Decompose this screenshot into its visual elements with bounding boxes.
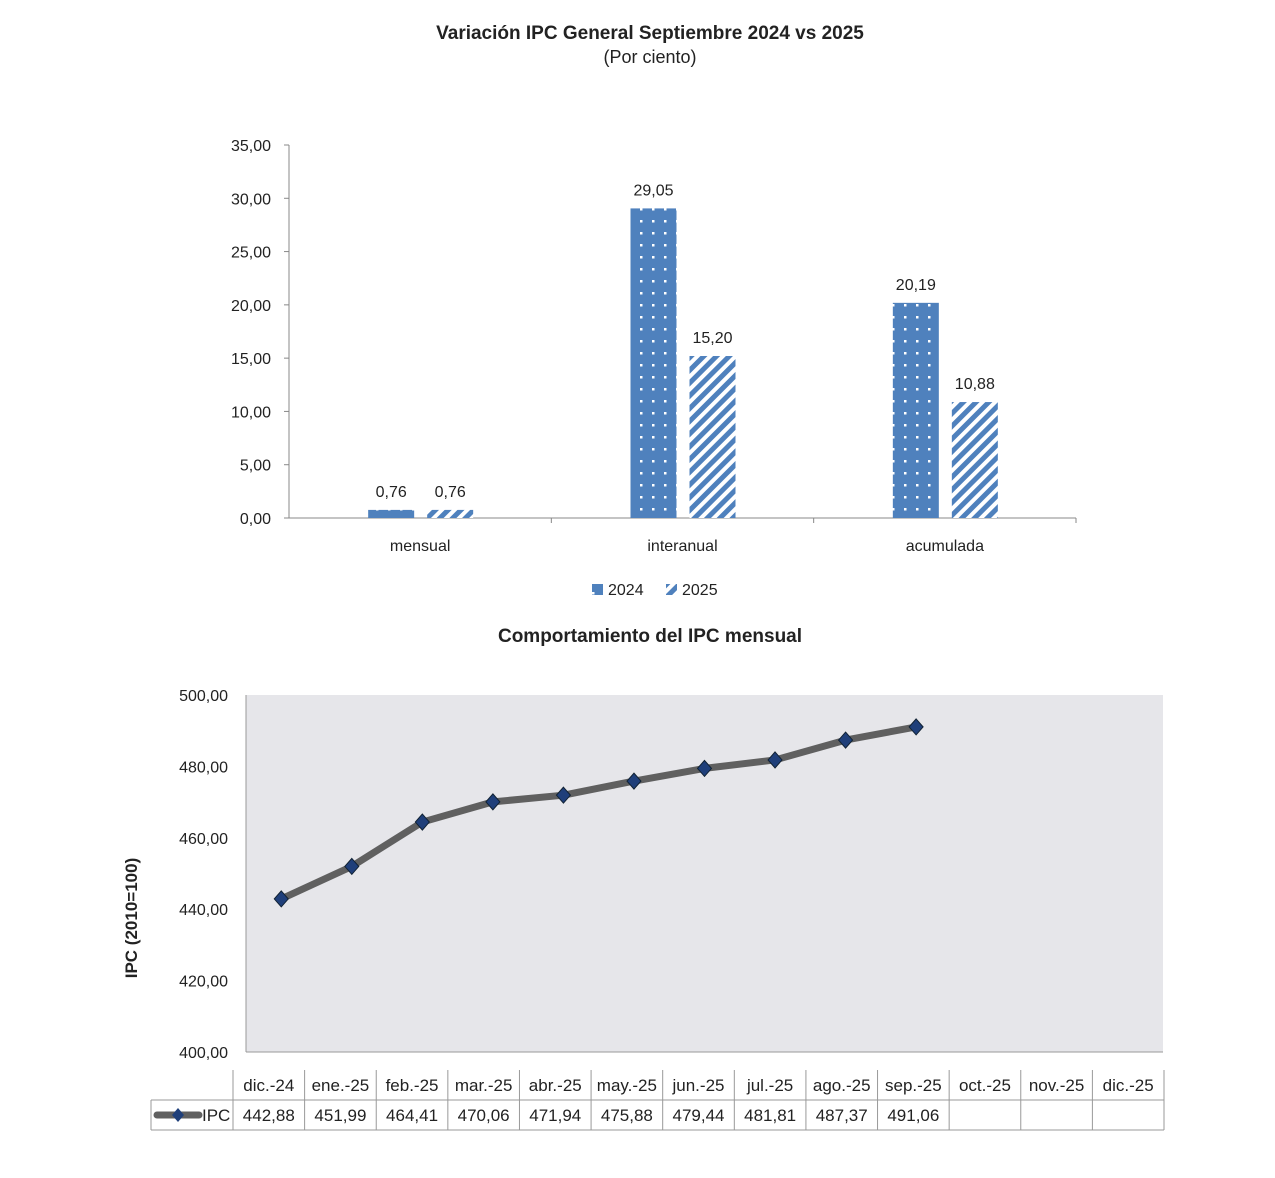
table-header-cell: sep.-25 [885, 1076, 942, 1095]
ipc-line [279, 723, 917, 903]
data-label: 0,76 [435, 484, 466, 501]
legend-marker-icon [172, 1108, 184, 1122]
y-tick-label: 420,00 [179, 974, 228, 991]
legend-label-2025: 2025 [682, 582, 718, 599]
table-value-cell: 475,88 [601, 1106, 653, 1125]
y-tick-label: 400,00 [179, 1045, 228, 1062]
chart1-subtitle: (Por ciento) [603, 47, 696, 67]
bar-2025-acumulada [951, 402, 998, 518]
table-value-cell: 451,99 [314, 1106, 366, 1125]
chart2-title: Comportamiento del IPC mensual [498, 626, 802, 647]
bar-2025-mensual [427, 509, 474, 518]
data-point-jul.-25 [767, 751, 783, 769]
table-header-cell: dic.-24 [243, 1076, 294, 1095]
data-point-may.-25 [626, 772, 642, 790]
table-value-cell: 481,81 [744, 1106, 796, 1125]
data-point-jun.-25 [696, 759, 713, 778]
data-label: 20,19 [896, 277, 936, 294]
table-header-cell: abr.-25 [529, 1076, 582, 1095]
legend-swatch-2025 [666, 584, 677, 595]
table-header-cell: dic.-25 [1103, 1076, 1154, 1095]
table-header-cell: jun.-25 [672, 1076, 725, 1095]
y-tick-label: 35,00 [231, 138, 271, 155]
data-point-mar.-25 [485, 793, 501, 811]
table-header-cell: may.-25 [597, 1076, 657, 1095]
bar-2024-interanual [630, 208, 677, 518]
y-tick-label: 480,00 [179, 759, 228, 776]
chart1-title: Variación IPC General Septiembre 2024 vs… [436, 23, 864, 44]
data-point-ene.-25 [344, 857, 360, 876]
chart2-y-axis-label: IPC (2010=100) [122, 858, 141, 979]
table-value-cell: 487,37 [816, 1106, 868, 1125]
legend-swatch-2024 [592, 584, 603, 595]
y-tick-label: 440,00 [179, 902, 228, 919]
x-tick-label: acumulada [906, 538, 984, 555]
y-tick-label: 460,00 [179, 831, 228, 848]
plot-area [246, 695, 1163, 1052]
data-label: 10,88 [955, 376, 995, 393]
y-tick-label: 15,00 [231, 351, 271, 368]
x-tick-label: interanual [647, 538, 717, 555]
table-header-cell: jul.-25 [746, 1076, 793, 1095]
data-label: 0,76 [376, 484, 407, 501]
data-label: 29,05 [633, 182, 673, 199]
table-value-cell: 491,06 [887, 1106, 939, 1125]
table-value-cell: 442,88 [243, 1106, 295, 1125]
y-tick-label: 20,00 [231, 298, 271, 315]
table-header-cell: mar.-25 [455, 1076, 513, 1095]
data-point-abr.-25 [555, 786, 572, 804]
table-value-cell: 479,44 [673, 1106, 725, 1125]
y-tick-label: 10,00 [231, 404, 271, 421]
data-point-ago.-25 [837, 731, 854, 749]
data-point-dic.-24 [273, 890, 289, 908]
table-header-cell: nov.-25 [1029, 1076, 1084, 1095]
table-header-cell: ene.-25 [312, 1076, 370, 1095]
y-tick-label: 500,00 [179, 688, 228, 705]
data-point-feb.-25 [414, 813, 431, 831]
y-tick-label: 5,00 [240, 458, 271, 475]
bar-2024-acumulada [892, 302, 939, 518]
table-value-cell: 464,41 [386, 1106, 438, 1125]
y-tick-label: 30,00 [231, 191, 271, 208]
y-tick-label: 0,00 [240, 511, 271, 528]
table-value-cell: 471,94 [529, 1106, 581, 1125]
y-tick-label: 25,00 [231, 245, 271, 262]
data-point-sep.-25 [908, 718, 924, 736]
legend-label-ipc: IPC [202, 1106, 230, 1125]
x-tick-label: mensual [390, 538, 450, 555]
table-value-cell: 470,06 [458, 1106, 510, 1125]
table-header-cell: ago.-25 [813, 1076, 871, 1095]
legend-label-2024: 2024 [608, 582, 644, 599]
table-header-cell: oct.-25 [959, 1076, 1011, 1095]
table-header-cell: feb.-25 [386, 1076, 439, 1095]
data-label: 15,20 [692, 330, 732, 347]
bar-2025-interanual [689, 356, 736, 518]
bar-2024-mensual [368, 509, 415, 518]
